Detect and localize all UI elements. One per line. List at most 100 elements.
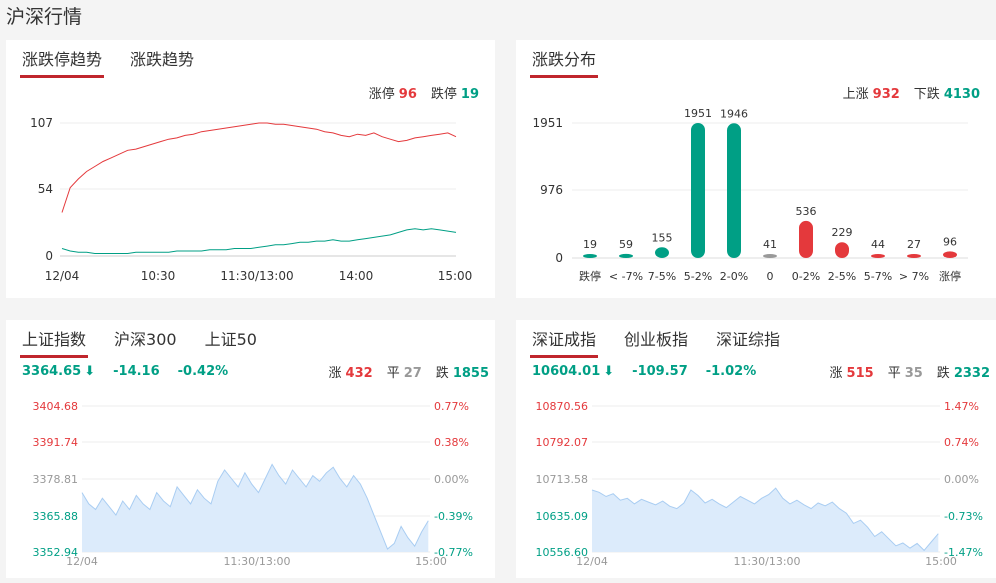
x-tick-label: 10:30: [141, 269, 176, 283]
bar-value-label: 1946: [720, 107, 748, 120]
tab-sse50[interactable]: 上证50: [204, 330, 257, 349]
down-arrow-icon: ⬇: [603, 364, 615, 379]
y-tick-label: 10635.09: [536, 510, 589, 523]
pct-tick-label: 0.77%: [434, 400, 469, 413]
distribution-tabs: 涨跌分布: [529, 46, 624, 78]
flat-label: 平: [386, 366, 400, 381]
x-tick-label: 12/04: [45, 269, 80, 283]
x-category-label: 7-5%: [648, 270, 676, 283]
distribution-stats: 上涨 932 下跌 4130: [843, 83, 980, 102]
sh-flat-stat: 平 27: [387, 362, 422, 381]
up-label: 涨: [328, 366, 342, 381]
limit-up-value: 96: [398, 87, 417, 102]
x-category-label: > 7%: [899, 270, 929, 283]
y-tick-label: 10870.56: [536, 400, 589, 413]
pct-tick-label: 0.00%: [944, 473, 979, 486]
pct-tick-label: -0.77%: [434, 546, 473, 559]
bar-value-label: 27: [907, 238, 921, 251]
limit-trend-card: 涨跌停趋势 涨跌趋势 涨停 96 跌停 19 107 54 0 12/04 10:3…: [6, 40, 495, 298]
y-tick-label: 0: [555, 251, 563, 265]
tab-sz-component[interactable]: 深证成指: [529, 326, 599, 358]
x-category-label: 0-2%: [792, 270, 820, 283]
y-tick-label: 3378.81: [33, 473, 79, 486]
tab-rise-fall-trend[interactable]: 涨跌趋势: [130, 50, 195, 69]
flat-label: 平: [887, 366, 901, 381]
sz-index-tabs: 深证成指 创业板指 深证综指: [529, 326, 808, 358]
sh-index-tabs: 上证指数 沪深300 上证50: [19, 326, 285, 358]
y-tick-label: 10556.60: [536, 546, 589, 559]
distribution-bar: [727, 123, 741, 258]
y-tick-label: 976: [540, 183, 563, 197]
x-tick-label: 11:30/13:00: [223, 555, 290, 568]
distribution-bar: [835, 242, 849, 258]
tab-csi300[interactable]: 沪深300: [114, 330, 177, 349]
bar-value-label: 1951: [684, 107, 712, 120]
limit-up-stat: 涨停 96: [369, 83, 417, 102]
distribution-bar: [619, 253, 633, 258]
page-title: 沪深行情: [6, 6, 83, 28]
x-tick-label: 15:00: [925, 555, 957, 568]
sh-change: -14.16: [113, 364, 160, 379]
limit-down-label: 跌停: [430, 87, 457, 102]
y-tick-label: 1951: [532, 116, 563, 130]
bar-value-label: 59: [619, 238, 633, 251]
y-tick-label: 107: [30, 116, 53, 130]
limit-up-label: 涨停: [368, 87, 395, 102]
tab-distribution[interactable]: 涨跌分布: [529, 46, 599, 78]
x-tick-label: 14:00: [339, 269, 374, 283]
limit-down-value: 19: [460, 87, 479, 102]
distribution-bar: [763, 254, 777, 258]
x-category-label: 跌停: [579, 269, 601, 283]
rise-stat: 上涨 932: [843, 83, 900, 102]
sz-index-card: 深证成指 创业板指 深证综指 10604.01 ⬇ -109.57 -1.02%…: [516, 320, 996, 578]
sz-quote-row: 10604.01 ⬇ -109.57 -1.02% 涨 515 平 35 跌 2332: [532, 362, 990, 381]
distribution-bar: [655, 247, 669, 258]
y-tick-label: 3404.68: [33, 400, 79, 413]
sz-change: -109.57: [632, 364, 688, 379]
x-category-label: 涨停: [939, 269, 961, 283]
x-category-label: 2-0%: [720, 270, 748, 283]
x-tick-label: 11:30/13:00: [220, 269, 293, 283]
tab-sh-composite[interactable]: 上证指数: [19, 326, 89, 358]
flat-value: 27: [403, 366, 422, 381]
distribution-bar: [907, 254, 921, 258]
tab-sz-composite[interactable]: 深证综指: [716, 330, 781, 349]
bar-value-label: 536: [796, 205, 817, 218]
up-value: 432: [345, 366, 373, 381]
sz-down-stat: 跌 2332: [937, 362, 990, 381]
x-category-label: 2-5%: [828, 270, 856, 283]
down-value: 1855: [452, 366, 489, 381]
down-label: 跌: [435, 366, 449, 381]
down-arrow-icon: ⬇: [84, 364, 96, 379]
sz-price: 10604.01: [532, 364, 601, 379]
tab-chinext[interactable]: 创业板指: [624, 330, 689, 349]
distribution-bar: [691, 123, 705, 258]
bar-value-label: 96: [943, 235, 957, 248]
x-category-label: 5-2%: [684, 270, 712, 283]
pct-tick-label: -0.39%: [434, 510, 473, 523]
sh-index-area: [82, 464, 429, 552]
sh-index-card: 上证指数 沪深300 上证50 3364.65 ⬇ -14.16 -0.42% …: [6, 320, 495, 578]
sh-price: 3364.65: [22, 364, 82, 379]
sh-down-stat: 跌 1855: [436, 362, 489, 381]
fall-label: 下跌: [913, 87, 940, 102]
x-category-label: 0: [767, 270, 774, 283]
up-value: 515: [846, 366, 874, 381]
pct-tick-label: -0.73%: [944, 510, 983, 523]
x-tick-label: 11:30/13:00: [733, 555, 800, 568]
tab-limit-trend[interactable]: 涨跌停趋势: [19, 46, 105, 78]
y-tick-label: 54: [38, 182, 53, 196]
pct-tick-label: 0.00%: [434, 473, 469, 486]
limit-trend-chart: 107 54 0 12/04 10:30 11:30/13:00 14:00 1…: [30, 116, 472, 283]
sh-breadth: 涨 432 平 27 跌 1855: [329, 362, 489, 381]
bar-value-label: 41: [763, 238, 777, 251]
down-value: 2332: [953, 366, 990, 381]
distribution-bar: [943, 251, 957, 258]
y-tick-label: 3352.94: [33, 546, 79, 559]
pct-tick-label: 1.47%: [944, 400, 979, 413]
y-tick-label: 10792.07: [536, 436, 589, 449]
sh-index-line: [81, 463, 429, 550]
distribution-card: 涨跌分布 上涨 932 下跌 4130 1951 976 0 19 跌停 59 < -7%…: [516, 40, 996, 298]
x-category-label: 5-7%: [864, 270, 892, 283]
down-label: 跌: [936, 366, 950, 381]
